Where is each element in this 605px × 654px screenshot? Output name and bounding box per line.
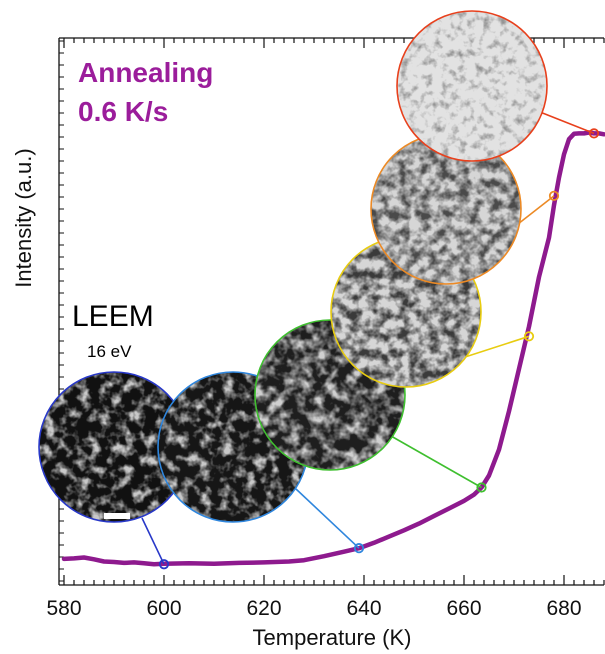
leem-image-686K [396,10,548,162]
data-marker [476,482,487,493]
annealing-label: Annealing [78,57,213,88]
x-tick-label: 640 [346,597,381,620]
x-axis-label: Temperature (K) [253,625,412,650]
scale-bar [104,513,130,519]
intensity-curve [61,130,605,567]
x-tick-label: 580 [46,597,81,620]
y-axis-label: Intensity (a.u.) [11,148,36,287]
leem-insets [38,10,548,523]
leader-line [539,111,595,135]
leader-line [141,517,165,565]
x-tick-label: 660 [446,597,481,620]
leader-lines [141,111,595,565]
data-marker [158,559,170,570]
x-tick-label: 680 [546,597,581,620]
x-tick-label: 620 [246,597,281,620]
x-axis-tick-labels: 580 600 620 640 660 680 [46,597,581,620]
x-tick-label: 600 [146,597,181,620]
leem-label: LEEM [72,300,154,333]
data-markers [158,128,600,570]
data-marker [353,543,365,554]
rate-label: 0.6 K/s [78,96,168,127]
leader-line [461,335,530,359]
data-marker [523,331,535,342]
leem-image-600K [38,371,190,523]
data-marker [588,128,600,139]
leader-line [517,195,555,225]
leader-line [295,488,360,549]
energy-label: 16 eV [87,342,132,361]
data-marker [548,190,560,201]
leader-line [390,435,482,489]
